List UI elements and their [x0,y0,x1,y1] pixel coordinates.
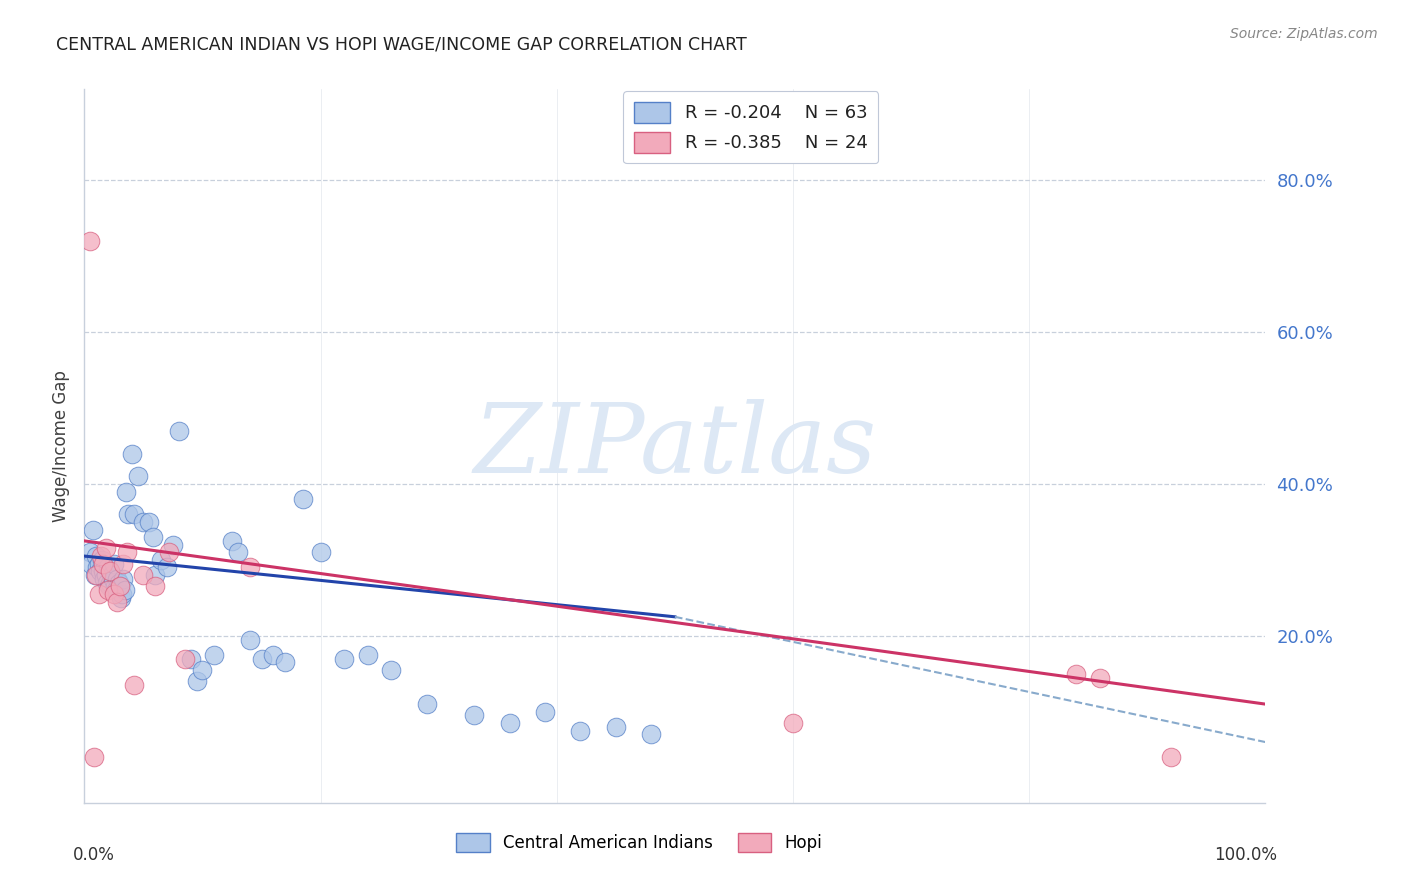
Point [138,515,160,529]
Point [143,579,166,593]
Point [100,568,122,582]
Point [90,549,112,563]
Point [121,447,143,461]
Point [239,632,262,647]
Point [142,530,165,544]
Point [180,651,202,665]
Point [91,564,114,578]
Point [114,583,136,598]
Point [87,587,110,601]
Point [97,583,120,598]
Point [83,750,105,764]
Point [108,579,131,593]
Point [115,545,138,559]
Point [91,553,114,567]
Point [1160,750,1182,764]
Point [122,508,145,522]
Point [191,663,214,677]
Point [91,557,114,571]
Point [239,560,262,574]
Point [291,492,314,507]
Point [79,545,101,559]
Point [93,572,115,586]
Point [143,568,166,582]
Point [84,568,107,582]
Point [416,697,439,711]
Point [640,727,662,741]
Point [107,594,129,608]
Legend: Central American Indians, Hopi: Central American Indians, Hopi [450,826,830,859]
Point [84,568,107,582]
Point [108,579,131,593]
Point [132,515,155,529]
Point [202,648,225,662]
Point [98,575,121,590]
Point [105,583,128,598]
Point [167,424,190,438]
Point [110,591,132,605]
Point [250,651,273,665]
Point [1088,671,1111,685]
Point [104,579,127,593]
Point [97,560,120,574]
Point [262,648,284,662]
Point [117,508,139,522]
Point [274,656,297,670]
Point [103,557,125,571]
Point [103,587,125,601]
Point [112,557,135,571]
Point [87,557,110,571]
Point [380,663,402,677]
Point [89,564,111,578]
Point [1066,666,1088,681]
Point [162,538,184,552]
Point [782,716,804,731]
Point [114,484,136,499]
Point [94,541,117,556]
Point [309,545,332,559]
Point [498,716,520,731]
Point [107,575,129,590]
Point [157,545,180,559]
Point [111,587,134,601]
Point [569,723,592,738]
Point [132,568,155,582]
Point [226,545,249,559]
Point [221,533,243,548]
Point [534,705,557,719]
Point [98,579,121,593]
Point [173,651,195,665]
Point [80,557,103,571]
Point [463,708,485,723]
Point [107,572,129,586]
Point [357,648,380,662]
Point [84,549,107,563]
Point [112,572,135,586]
Point [127,469,149,483]
Text: ZIPatlas: ZIPatlas [474,399,876,493]
Point [186,674,208,689]
Text: CENTRAL AMERICAN INDIAN VS HOPI WAGE/INCOME GAP CORRELATION CHART: CENTRAL AMERICAN INDIAN VS HOPI WAGE/INC… [56,36,747,54]
Y-axis label: Wage/Income Gap: Wage/Income Gap [52,370,70,522]
Point [150,553,173,567]
Point [94,568,117,582]
Point [86,560,108,574]
Point [82,523,104,537]
Point [98,564,121,578]
Point [605,720,627,734]
Point [122,678,145,692]
Text: 100.0%: 100.0% [1215,846,1277,863]
Point [101,572,124,586]
Text: 0.0%: 0.0% [73,846,114,863]
Point [79,234,101,248]
Point [156,560,179,574]
Point [333,651,356,665]
Text: Source: ZipAtlas.com: Source: ZipAtlas.com [1230,27,1378,41]
Point [96,575,118,590]
